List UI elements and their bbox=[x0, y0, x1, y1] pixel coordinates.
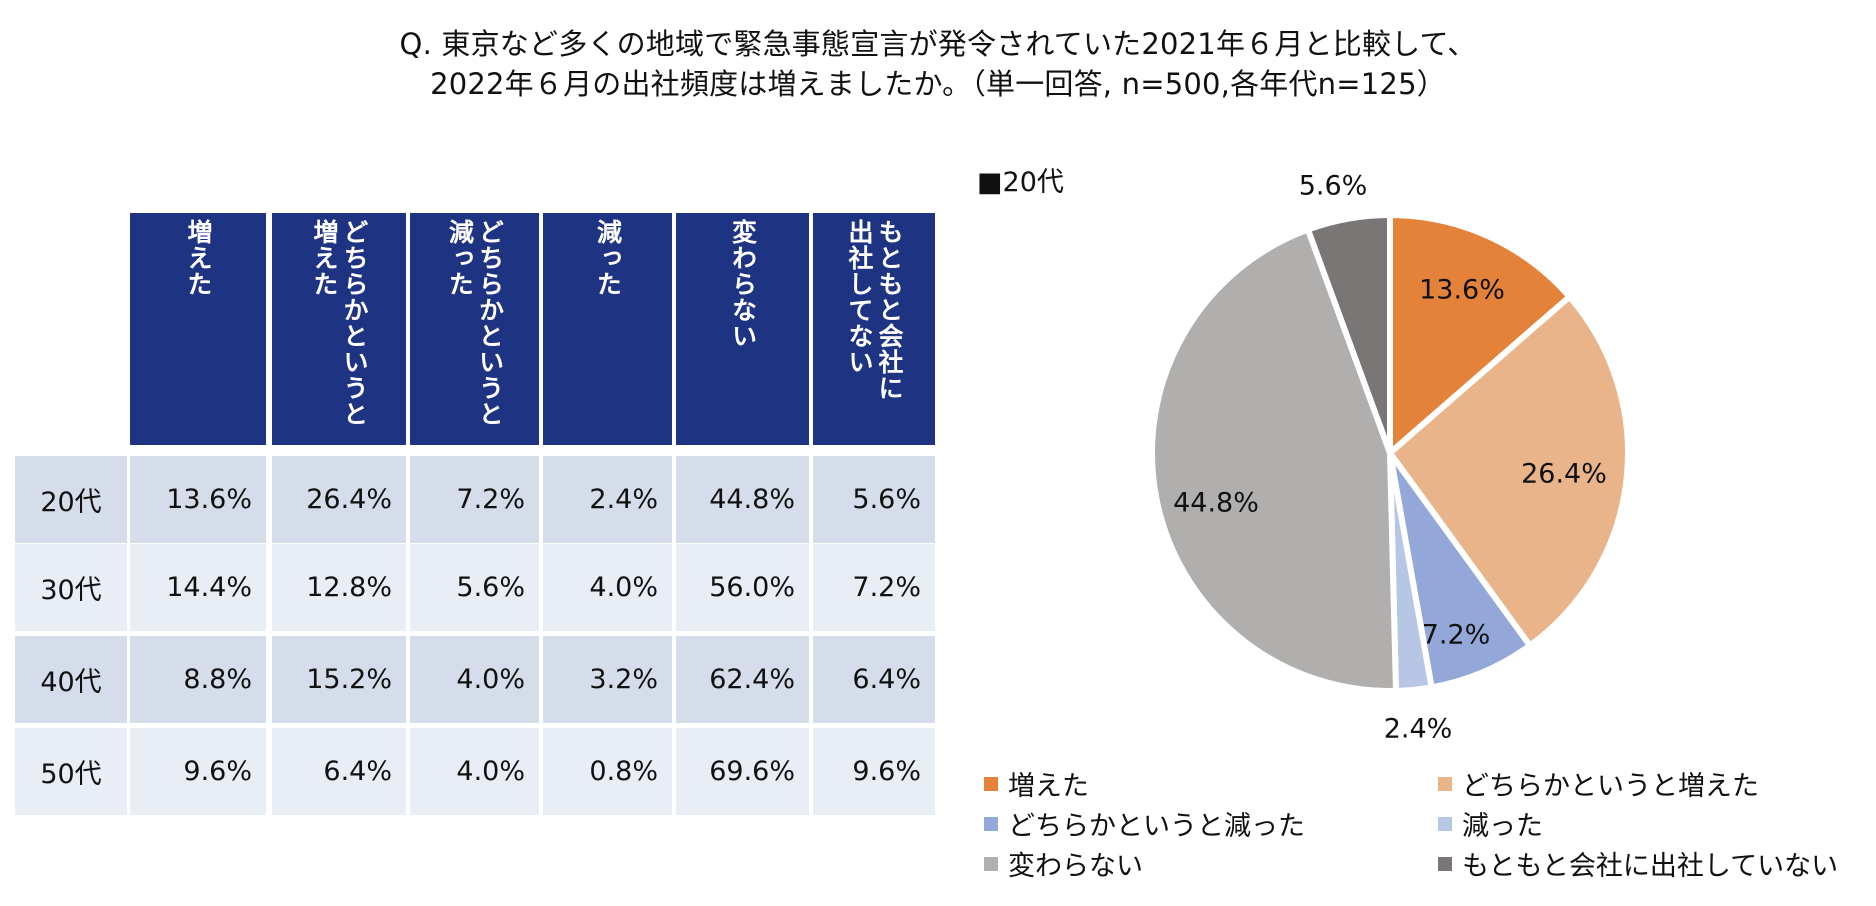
pie-slice-5 bbox=[1148, 226, 1399, 694]
table-cell: 6.4% bbox=[813, 636, 935, 723]
row-label: 40代 bbox=[15, 636, 127, 723]
column-header-text: 減った bbox=[593, 219, 623, 297]
legend-item: 増えた bbox=[984, 764, 1089, 803]
column-header-text: 減った bbox=[445, 219, 475, 297]
row-label: 20代 bbox=[15, 456, 127, 543]
table-cell: 2.4% bbox=[543, 456, 672, 543]
title-line-1: Q. 東京など多くの地域で緊急事態宣言が発令されていた2021年６月と比較して、 bbox=[399, 27, 1477, 61]
column-header-text: 増えた bbox=[184, 219, 213, 297]
pie-slice-6 bbox=[1304, 212, 1393, 456]
table-cell: 9.6% bbox=[130, 728, 266, 815]
column-header-4: 減った bbox=[543, 213, 672, 445]
column-header-5: 変わらない bbox=[676, 213, 809, 445]
table-cell: 8.8% bbox=[130, 636, 266, 723]
table-cell: 4.0% bbox=[543, 544, 672, 631]
pie-slice-1 bbox=[1387, 212, 1573, 456]
slice-data-label: 26.4% bbox=[1521, 459, 1607, 490]
table-cell: 0.8% bbox=[543, 728, 672, 815]
legend-label: もともと会社に出社していない bbox=[1462, 851, 1839, 882]
table-cell: 4.0% bbox=[410, 728, 539, 815]
legend-swatch bbox=[984, 816, 998, 831]
table-cell: 5.6% bbox=[813, 456, 935, 543]
column-header-text: 増えた bbox=[310, 219, 339, 297]
table-cell: 6.4% bbox=[272, 728, 406, 815]
table-cell: 12.8% bbox=[272, 544, 406, 631]
chart-title: Q. 東京など多くの地域で緊急事態宣言が発令されていた2021年６月と比較して、… bbox=[0, 24, 1876, 104]
legend-swatch bbox=[1438, 816, 1452, 831]
legend-label: 変わらない bbox=[1008, 851, 1143, 882]
slice-data-label: 2.4% bbox=[1384, 714, 1453, 745]
table-cell: 7.2% bbox=[813, 544, 935, 631]
slice-data-label: 5.6% bbox=[1299, 171, 1368, 202]
legend-swatch bbox=[1438, 776, 1452, 791]
table-cell: 5.6% bbox=[410, 544, 539, 631]
legend-item: どちらかというと増えた bbox=[1438, 764, 1759, 803]
table-cell: 7.2% bbox=[410, 456, 539, 543]
legend-swatch bbox=[984, 776, 998, 791]
row-label: 30代 bbox=[15, 544, 127, 631]
title-line-2: 2022年６月の出社頻度は増えましたか。（単一回答, n=500,各年代n=12… bbox=[430, 67, 1446, 101]
column-header-6: もともと会社に 出社してない bbox=[813, 213, 935, 445]
pie-slice-2 bbox=[1387, 293, 1631, 649]
legend-label: 減った bbox=[1462, 811, 1543, 842]
legend-item: 変わらない bbox=[984, 844, 1143, 883]
legend-item: どちらかというと減った bbox=[984, 804, 1305, 843]
legend-swatch bbox=[1438, 856, 1452, 871]
table-cell: 44.8% bbox=[676, 456, 809, 543]
legend-label: どちらかというと減った bbox=[1008, 811, 1305, 842]
row-label: 50代 bbox=[15, 728, 127, 815]
legend-swatch bbox=[984, 856, 998, 871]
table-cell: 56.0% bbox=[676, 544, 809, 631]
legend-item: 減った bbox=[1438, 804, 1543, 843]
table-cell: 3.2% bbox=[543, 636, 672, 723]
table-cell: 69.6% bbox=[676, 728, 809, 815]
legend-item: もともと会社に出社していない bbox=[1438, 844, 1838, 883]
column-header-text: 出社してない bbox=[845, 219, 874, 375]
slice-data-label: 7.2% bbox=[1422, 620, 1491, 651]
table-cell: 9.6% bbox=[813, 728, 935, 815]
slice-data-label: 13.6% bbox=[1419, 275, 1505, 306]
column-header-text: どちらかというと bbox=[475, 219, 505, 427]
column-header-text: もともと会社に bbox=[875, 219, 904, 401]
column-header-text: どちらかというと bbox=[340, 219, 369, 427]
table-cell: 4.0% bbox=[410, 636, 539, 723]
legend-label: どちらかというと増えた bbox=[1462, 771, 1759, 802]
column-header-text: 変わらない bbox=[728, 219, 758, 349]
column-header-2: どちらかというと 増えた bbox=[272, 213, 406, 445]
legend-label: 増えた bbox=[1008, 771, 1089, 802]
table-cell: 62.4% bbox=[676, 636, 809, 723]
column-header-1: 増えた bbox=[130, 213, 266, 445]
table-cell: 13.6% bbox=[130, 456, 266, 543]
pie-title: ■20代 bbox=[977, 167, 1064, 198]
table-cell: 15.2% bbox=[272, 636, 406, 723]
table-cell: 26.4% bbox=[272, 456, 406, 543]
table-cell: 14.4% bbox=[130, 544, 266, 631]
column-header-3: どちらかというと 減った bbox=[410, 213, 539, 445]
slice-data-label: 44.8% bbox=[1173, 488, 1259, 519]
